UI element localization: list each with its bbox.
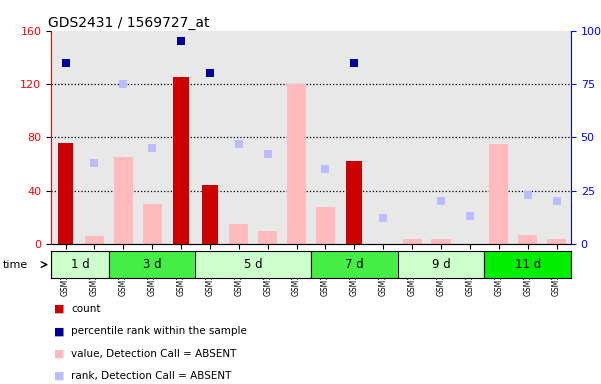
- Bar: [547, 238, 566, 244]
- Bar: [166, 31, 195, 244]
- Point: [321, 166, 331, 172]
- Bar: [427, 31, 456, 244]
- Point: [61, 60, 70, 66]
- Bar: [398, 251, 484, 278]
- Bar: [85, 236, 104, 244]
- Bar: [369, 31, 398, 244]
- Text: 9 d: 9 d: [432, 258, 450, 271]
- Text: 11 d: 11 d: [514, 258, 541, 271]
- Text: count: count: [71, 304, 100, 314]
- Point: [90, 160, 99, 166]
- Point: [263, 151, 272, 157]
- Bar: [311, 31, 340, 244]
- Bar: [138, 31, 166, 244]
- Bar: [484, 251, 571, 278]
- Point: [176, 38, 186, 45]
- Bar: [173, 77, 189, 244]
- Bar: [224, 31, 253, 244]
- Text: ■: ■: [54, 326, 64, 336]
- Bar: [195, 251, 311, 278]
- Point: [523, 192, 532, 198]
- Point: [350, 60, 359, 66]
- Point: [465, 213, 475, 219]
- Bar: [142, 204, 162, 244]
- Bar: [403, 238, 422, 244]
- Bar: [542, 31, 571, 244]
- Bar: [80, 31, 109, 244]
- Bar: [258, 230, 277, 244]
- Bar: [195, 31, 224, 244]
- Bar: [282, 31, 311, 244]
- Bar: [518, 235, 537, 244]
- Bar: [253, 31, 282, 244]
- Bar: [202, 185, 218, 244]
- Bar: [489, 144, 508, 244]
- Point: [205, 70, 215, 76]
- Bar: [340, 31, 369, 244]
- Bar: [456, 31, 484, 244]
- Text: time: time: [3, 260, 28, 270]
- Text: 1 d: 1 d: [70, 258, 90, 271]
- Text: 7 d: 7 d: [345, 258, 364, 271]
- Bar: [58, 142, 73, 244]
- Text: rank, Detection Call = ABSENT: rank, Detection Call = ABSENT: [71, 371, 231, 381]
- Bar: [114, 157, 133, 244]
- Text: ■: ■: [54, 371, 64, 381]
- Text: percentile rank within the sample: percentile rank within the sample: [71, 326, 247, 336]
- Text: 3 d: 3 d: [143, 258, 162, 271]
- Bar: [316, 207, 335, 244]
- Point: [118, 81, 128, 87]
- Bar: [513, 31, 542, 244]
- Bar: [432, 238, 451, 244]
- Text: ■: ■: [54, 349, 64, 359]
- Bar: [346, 161, 362, 244]
- Point: [552, 198, 561, 204]
- Text: 5 d: 5 d: [244, 258, 263, 271]
- Bar: [230, 224, 248, 244]
- Text: GDS2431 / 1569727_at: GDS2431 / 1569727_at: [49, 16, 210, 30]
- Text: ■: ■: [54, 304, 64, 314]
- Text: value, Detection Call = ABSENT: value, Detection Call = ABSENT: [71, 349, 236, 359]
- Bar: [51, 251, 109, 278]
- Bar: [398, 31, 427, 244]
- Bar: [51, 31, 80, 244]
- Point: [234, 141, 243, 147]
- Bar: [109, 251, 195, 278]
- Point: [436, 198, 446, 204]
- Bar: [484, 31, 513, 244]
- Point: [379, 215, 388, 221]
- Bar: [109, 31, 138, 244]
- Bar: [287, 84, 306, 244]
- Point: [147, 145, 157, 151]
- Bar: [311, 251, 398, 278]
